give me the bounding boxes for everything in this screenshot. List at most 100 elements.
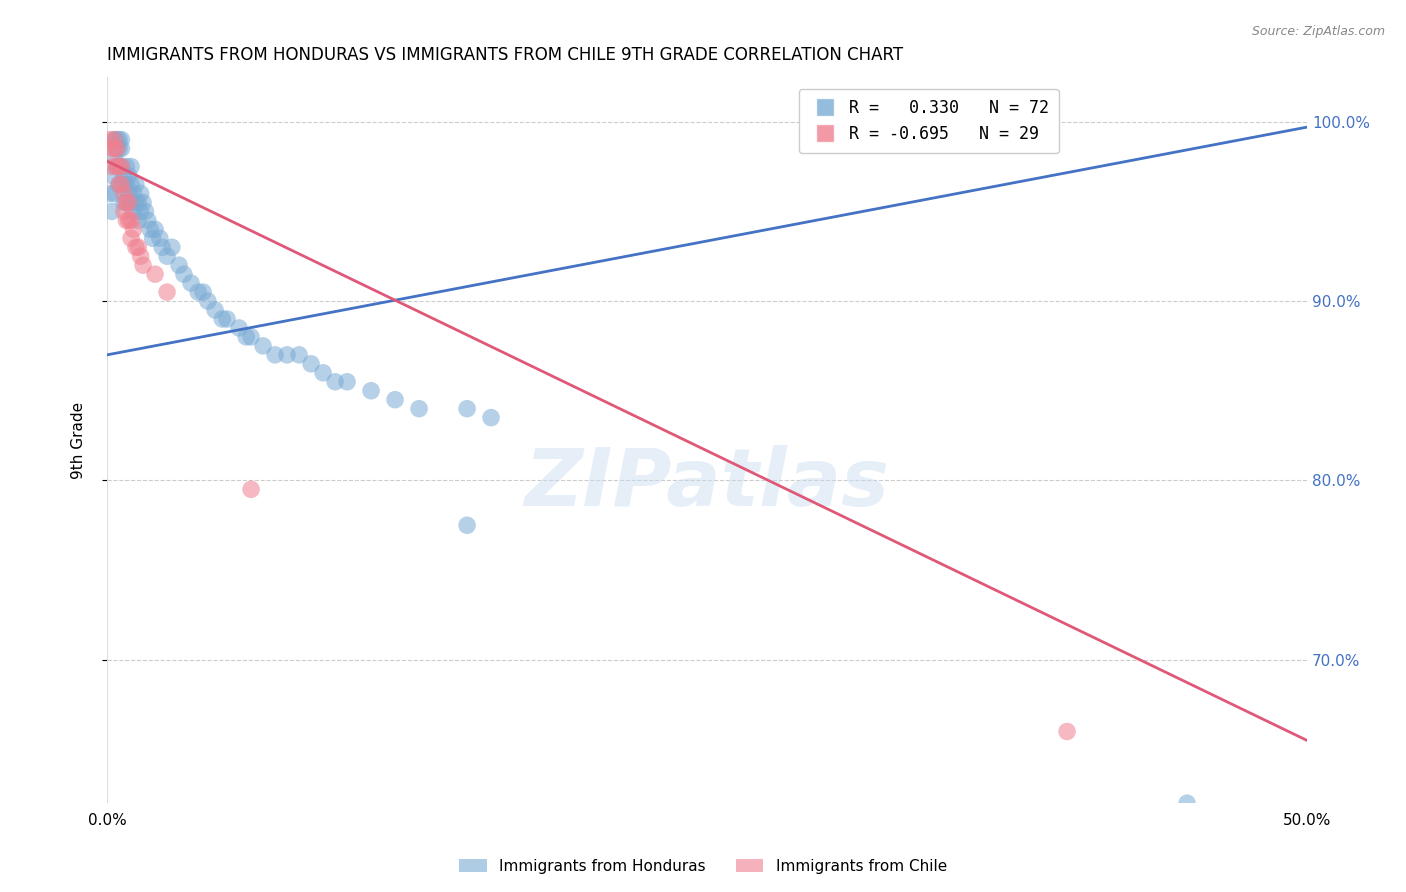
Point: [105, 142, 128, 156]
Point: [240, 330, 263, 344]
Point: [129, 204, 152, 219]
Point: [103, 186, 125, 201]
Point: [115, 178, 138, 192]
Point: [108, 142, 131, 156]
Point: [101, 169, 124, 183]
Point: [173, 267, 195, 281]
Point: [122, 186, 145, 201]
Point: [264, 348, 287, 362]
Point: [115, 195, 138, 210]
Point: [108, 133, 131, 147]
Point: [125, 195, 148, 210]
Point: [105, 160, 128, 174]
Point: [211, 312, 233, 326]
Point: [115, 160, 138, 174]
Point: [143, 267, 166, 281]
Point: [120, 195, 142, 210]
Point: [108, 178, 131, 192]
Point: [105, 133, 128, 147]
Point: [149, 231, 172, 245]
Point: [360, 384, 382, 398]
Point: [112, 186, 135, 201]
Point: [136, 213, 159, 227]
Point: [150, 240, 173, 254]
Point: [143, 222, 166, 236]
Point: [235, 330, 257, 344]
Point: [132, 195, 155, 210]
Point: [112, 204, 135, 219]
Point: [132, 258, 155, 272]
Point: [456, 401, 478, 416]
Point: [479, 410, 502, 425]
Point: [110, 133, 132, 147]
Point: [129, 249, 152, 263]
Point: [101, 142, 124, 156]
Point: [118, 169, 141, 183]
Point: [160, 240, 183, 254]
Point: [125, 240, 148, 254]
Point: [115, 213, 138, 227]
Point: [110, 160, 132, 174]
Point: [101, 160, 124, 174]
Point: [118, 186, 141, 201]
Point: [240, 483, 263, 497]
Text: ZIPatlas: ZIPatlas: [524, 444, 890, 523]
Point: [456, 518, 478, 533]
Point: [98, 133, 121, 147]
Point: [312, 366, 335, 380]
Point: [120, 160, 142, 174]
Point: [288, 348, 311, 362]
Point: [110, 160, 132, 174]
Legend: Immigrants from Honduras, Immigrants from Chile: Immigrants from Honduras, Immigrants fro…: [453, 853, 953, 880]
Point: [120, 231, 142, 245]
Point: [112, 169, 135, 183]
Point: [122, 222, 145, 236]
Point: [384, 392, 406, 407]
Point: [115, 195, 138, 210]
Point: [276, 348, 298, 362]
Point: [118, 213, 141, 227]
Point: [134, 204, 156, 219]
Point: [336, 375, 359, 389]
Text: IMMIGRANTS FROM HONDURAS VS IMMIGRANTS FROM CHILE 9TH GRADE CORRELATION CHART: IMMIGRANTS FROM HONDURAS VS IMMIGRANTS F…: [107, 46, 903, 64]
Point: [187, 285, 209, 299]
Legend: R =   0.330   N = 72, R = -0.695   N = 29: R = 0.330 N = 72, R = -0.695 N = 29: [799, 89, 1059, 153]
Point: [120, 213, 142, 227]
Point: [204, 303, 226, 318]
Text: Source: ZipAtlas.com: Source: ZipAtlas.com: [1251, 25, 1385, 38]
Point: [180, 276, 202, 290]
Point: [108, 178, 131, 192]
Point: [252, 339, 274, 353]
Point: [129, 186, 152, 201]
Point: [103, 133, 125, 147]
Point: [101, 204, 124, 219]
Point: [105, 160, 128, 174]
Point: [228, 321, 250, 335]
Point: [98, 186, 121, 201]
Point: [191, 285, 214, 299]
Point: [408, 401, 430, 416]
Point: [112, 178, 135, 192]
Point: [127, 240, 149, 254]
Point: [1175, 796, 1198, 810]
Point: [105, 142, 128, 156]
Point: [323, 375, 346, 389]
Point: [108, 160, 131, 174]
Point: [127, 195, 149, 210]
Point: [139, 222, 162, 236]
Point: [299, 357, 322, 371]
Point: [110, 178, 132, 192]
Point: [1056, 724, 1078, 739]
Point: [120, 178, 142, 192]
Point: [167, 258, 190, 272]
Point: [110, 142, 132, 156]
Point: [142, 231, 165, 245]
Point: [103, 142, 125, 156]
Point: [217, 312, 239, 326]
Y-axis label: 9th Grade: 9th Grade: [72, 401, 86, 479]
Point: [197, 294, 219, 309]
Point: [103, 133, 125, 147]
Point: [156, 285, 179, 299]
Point: [156, 249, 179, 263]
Point: [103, 151, 125, 165]
